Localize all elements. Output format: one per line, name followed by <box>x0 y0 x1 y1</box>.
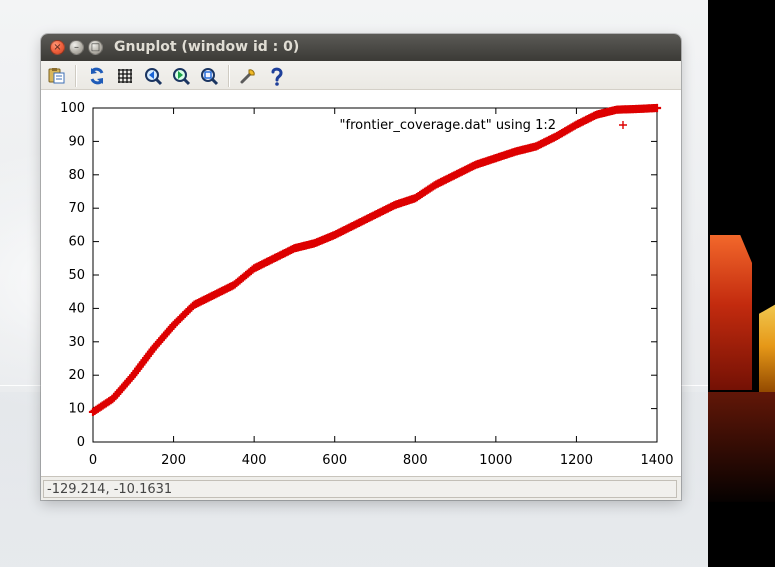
y-axis-tick-label: 50 <box>68 268 85 283</box>
window-minimize-button[interactable]: – <box>69 40 84 55</box>
autoscale-icon <box>201 68 219 86</box>
window-maximize-button[interactable]: □ <box>88 40 103 55</box>
toolbar-separator <box>228 65 230 87</box>
wallpaper-reflection <box>708 392 775 502</box>
zoom-next-button[interactable] <box>171 66 191 86</box>
gnuplot-toolbar <box>41 61 681 90</box>
settings-button[interactable] <box>238 66 258 86</box>
y-axis-tick-label: 20 <box>68 368 85 383</box>
plot-border <box>92 107 658 443</box>
zoom-previous-button[interactable] <box>143 66 163 86</box>
autoscale-button[interactable] <box>199 66 219 86</box>
x-axis-tick-label: 800 <box>403 453 428 468</box>
data-point-marker <box>652 103 662 113</box>
x-axis-tick-label: 1400 <box>640 453 673 468</box>
y-axis-tick-label: 10 <box>68 402 85 417</box>
zoom-next-icon <box>173 68 191 86</box>
legend-series-label: "frontier_coverage.dat" using 1:2 <box>340 118 556 133</box>
x-axis-tick-label: 400 <box>242 453 267 468</box>
y-axis-tick-label: 40 <box>68 301 85 316</box>
legend-marker-plus <box>619 121 627 129</box>
y-axis-tick-label: 0 <box>77 435 85 450</box>
y-axis-tick-label: 60 <box>68 235 85 250</box>
x-axis-tick-label: 0 <box>89 453 97 468</box>
coordinate-readout: -129.214, -10.1631 <box>47 482 173 497</box>
coordinate-status-field: -129.214, -10.1631 <box>43 480 677 498</box>
replot-icon <box>90 67 104 85</box>
copy-clipboard-button[interactable] <box>47 66 67 86</box>
x-axis-tick-label: 200 <box>161 453 186 468</box>
y-axis-tick-label: 90 <box>68 134 85 149</box>
plot-canvas[interactable]: 0 200 400 600 800 1000 1200 1400 0 10 20 30 40 50 60 70… <box>41 90 681 476</box>
y-axis-tick-label: 80 <box>68 168 85 183</box>
y-axis-tick-label: 70 <box>68 201 85 216</box>
window-title-bar[interactable]: × – □ Gnuplot (window id : 0) <box>41 34 681 61</box>
help-icon <box>271 67 283 86</box>
replot-button[interactable] <box>87 66 107 86</box>
data-series-frontier-coverage <box>88 103 662 417</box>
desktop-dark-wallpaper <box>708 0 775 567</box>
grid-button[interactable] <box>115 66 135 86</box>
x-axis-tick-label: 600 <box>322 453 347 468</box>
gnuplot-window: × – □ Gnuplot (window id : 0) <box>41 34 681 500</box>
plot-area[interactable]: 0 200 400 600 800 1000 1200 1400 0 10 20 30 40 50 60 70… <box>41 90 681 476</box>
x-axis-tick-label: 1200 <box>560 453 593 468</box>
grid-icon <box>118 69 132 83</box>
y-axis-tick-label: 100 <box>60 101 85 116</box>
copy-clipboard-icon <box>48 68 65 84</box>
window-close-button[interactable]: × <box>50 40 65 55</box>
status-bar: -129.214, -10.1631 <box>41 476 681 500</box>
x-axis-tick-label: 1000 <box>479 453 512 468</box>
zoom-previous-icon <box>145 68 163 86</box>
settings-icon <box>240 69 255 84</box>
window-title: Gnuplot (window id : 0) <box>114 39 300 55</box>
toolbar-separator <box>75 65 77 87</box>
y-axis-tick-label: 30 <box>68 335 85 350</box>
help-button[interactable] <box>267 66 287 86</box>
